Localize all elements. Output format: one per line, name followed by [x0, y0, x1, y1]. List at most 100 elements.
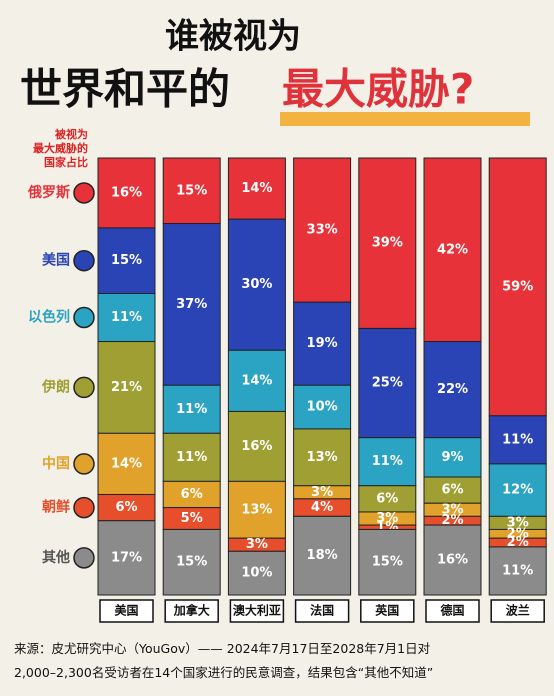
data-label: 6%: [376, 491, 398, 506]
data-label: 14%: [241, 373, 272, 388]
legend-label: 朝鲜: [42, 499, 70, 516]
data-label: 11%: [176, 450, 207, 465]
bar-segment: [97, 520, 156, 596]
data-label: 19%: [307, 336, 338, 351]
category-box: [425, 599, 480, 623]
bar-segment: [358, 327, 417, 439]
data-label: 9%: [441, 450, 463, 465]
bar-segment: [97, 341, 156, 434]
data-label: 15%: [372, 555, 403, 570]
legend-icon: [73, 182, 95, 204]
data-label: 15%: [176, 555, 207, 570]
bar-segment: [293, 515, 352, 596]
title-line2: 世界和平的: [20, 65, 230, 114]
title-line1: 谁被视为: [165, 17, 301, 57]
data-label: 22%: [437, 382, 468, 397]
data-label: 5%: [181, 511, 203, 526]
legend-icon: [73, 453, 95, 475]
bar-segment: [97, 493, 156, 522]
data-label: 13%: [307, 450, 338, 465]
legend-icon: [73, 496, 95, 519]
legend-label: 以色列: [28, 309, 70, 326]
legend-title: 国家占比: [44, 155, 88, 169]
data-label: 14%: [111, 456, 142, 471]
bar-segment: [162, 384, 221, 434]
x-tick-label: 德国: [440, 603, 464, 618]
title-underline: [280, 112, 530, 126]
data-label: 11%: [502, 563, 533, 578]
bar-segment: [423, 157, 482, 343]
data-label: 16%: [111, 185, 142, 200]
data-label: 15%: [176, 183, 207, 198]
category-box: [229, 599, 285, 623]
data-label: 3%: [507, 515, 529, 530]
legend-label: 其他: [42, 549, 70, 566]
source: 来源：皮尤研究中心（YouGov）—— 2024年7月17日至2028年7月1日…: [14, 641, 430, 656]
data-label: 4%: [311, 500, 333, 515]
data-label: 21%: [111, 380, 142, 395]
data-label: 3%: [376, 511, 398, 526]
data-label: 13%: [241, 502, 272, 517]
data-label: 6%: [441, 483, 463, 498]
bar-segment: [227, 410, 286, 482]
data-label: 11%: [372, 454, 403, 469]
legend-title: 被视为: [55, 127, 88, 141]
bar-segment: [97, 157, 156, 229]
legend-label: 美国: [42, 252, 70, 269]
data-label: 15%: [111, 253, 142, 268]
category-box: [164, 599, 219, 623]
data-label: 6%: [115, 500, 137, 515]
data-label: 14%: [241, 181, 272, 196]
data-label: 39%: [372, 236, 403, 251]
category-box: [99, 599, 154, 623]
x-tick-label: 波兰: [506, 603, 530, 618]
bar-segment: [358, 528, 417, 596]
bar-segment: [162, 223, 221, 386]
data-label: 2%: [507, 535, 529, 550]
bar-segment: [227, 480, 286, 539]
x-tick-label: 澳大利亚: [233, 603, 281, 618]
data-label: 11%: [502, 432, 533, 447]
data-label: 16%: [437, 553, 468, 568]
data-label: 3%: [441, 502, 463, 517]
data-label: 2%: [441, 513, 463, 528]
data-label: 17%: [111, 550, 142, 565]
bar-segment: [293, 384, 352, 430]
data-label: 33%: [307, 223, 338, 238]
bar-segment: [162, 157, 221, 225]
data-label: 6%: [181, 487, 203, 502]
bar-segment: [97, 227, 156, 294]
data-label: 42%: [437, 242, 468, 257]
bar-segment: [97, 292, 156, 343]
bar-segment: [227, 349, 286, 412]
bar-segment: [423, 437, 482, 478]
category-box: [490, 599, 545, 623]
bar-segment: [293, 157, 352, 303]
bar-segment: [488, 415, 547, 465]
bar-segment: [293, 301, 352, 386]
legend-label: 俄罗斯: [27, 184, 70, 201]
bar-segment: [488, 546, 547, 596]
data-label: 11%: [111, 310, 142, 325]
bar-segment: [227, 157, 286, 220]
bar-segment: [227, 550, 286, 596]
data-label: 3%: [311, 485, 333, 500]
data-label: 16%: [241, 439, 272, 454]
data-label: 30%: [241, 277, 272, 292]
source: 2,000–2,300名受访者在14个国家进行的民意调查，结果包含“其他不知道”: [14, 665, 433, 680]
bar-segment: [423, 524, 482, 596]
data-label: 25%: [372, 376, 403, 391]
data-label: 11%: [176, 402, 207, 417]
bar-segment: [162, 528, 221, 596]
bar-segment: [488, 463, 547, 517]
category-box: [294, 599, 350, 623]
x-tick-label: 美国: [114, 603, 138, 618]
x-tick-label: 加拿大: [173, 603, 210, 618]
legend-icon: [73, 249, 95, 272]
data-label: 18%: [307, 548, 338, 563]
data-label: 37%: [176, 297, 207, 312]
data-label: 10%: [241, 566, 272, 581]
title-highlight: 最大威胁?: [282, 65, 474, 114]
bar-segment: [227, 218, 286, 351]
